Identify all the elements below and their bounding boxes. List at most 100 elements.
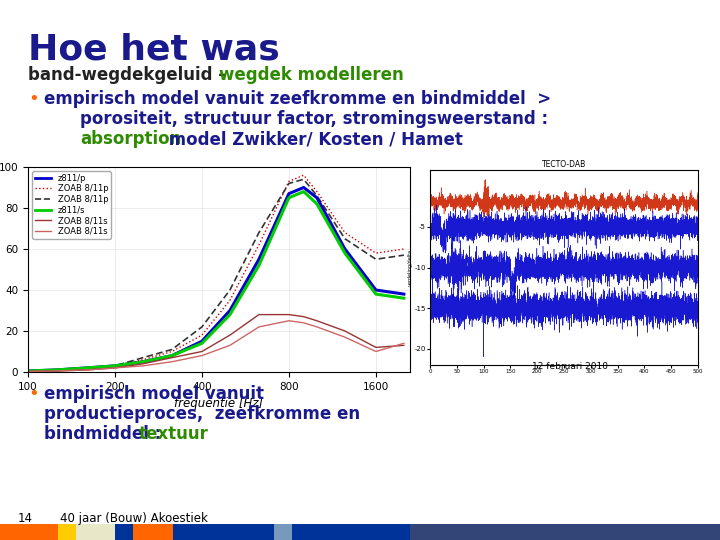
ZOAB 8/11s: [83, 367, 91, 373]
ZOAB 8/11s: [300, 313, 308, 320]
Text: empirisch model vanuit zeefkromme en bindmiddel  >: empirisch model vanuit zeefkromme en bin…: [44, 90, 552, 108]
ZOAB 8/11p: [225, 287, 234, 293]
z811/p: [111, 363, 120, 369]
ZOAB 8/11p: [300, 172, 308, 178]
z811/p: [139, 359, 148, 365]
z811/p: [255, 256, 264, 262]
ZOAB 8/11p: [52, 367, 60, 374]
ZOAB 8/11s: [52, 368, 60, 374]
Text: porositeit, structuur factor, stromingsweerstand :: porositeit, structuur factor, stromingsw…: [80, 110, 548, 128]
ZOAB 8/11p: [168, 348, 176, 355]
ZOAB 8/11s: [225, 342, 234, 349]
z811/s: [225, 312, 234, 318]
ZOAB 8/11p: [341, 235, 349, 242]
z811/p: [24, 368, 32, 374]
z811/p: [300, 184, 308, 191]
Title: TECTO-DAB: TECTO-DAB: [542, 160, 586, 169]
ZOAB 8/11s: [111, 364, 120, 371]
z811/p: [83, 364, 91, 371]
z811/p: [197, 338, 206, 345]
ZOAB 8/11s: [168, 359, 176, 365]
X-axis label: frequentie [Hz]: frequentie [Hz]: [174, 397, 264, 410]
Text: empirisch model vanuit: empirisch model vanuit: [44, 385, 264, 403]
ZOAB 8/11p: [284, 180, 293, 187]
ZOAB 8/11s: [300, 320, 308, 326]
Legend: z811/p, ZOAB 8/11p, ZOAB 8/11p, z811/s, ZOAB 8/11s, ZOAB 8/11s: z811/p, ZOAB 8/11p, ZOAB 8/11p, z811/s, …: [32, 171, 111, 239]
z811/s: [197, 340, 206, 347]
z811/s: [312, 201, 321, 207]
Text: textuur: textuur: [139, 425, 209, 443]
ZOAB 8/11s: [341, 334, 349, 340]
ZOAB 8/11s: [400, 340, 408, 347]
Text: productieproces,  zeefkromme en: productieproces, zeefkromme en: [44, 405, 360, 423]
Text: 40 jaar (Bouw) Akoestiek: 40 jaar (Bouw) Akoestiek: [60, 512, 208, 525]
ZOAB 8/11p: [24, 368, 32, 375]
Line: ZOAB 8/11p: ZOAB 8/11p: [28, 179, 404, 372]
ZOAB 8/11p: [312, 192, 321, 199]
Text: bindmiddel :: bindmiddel :: [44, 425, 167, 443]
ZOAB 8/11p: [372, 256, 380, 262]
Line: ZOAB 8/11s: ZOAB 8/11s: [28, 321, 404, 372]
ZOAB 8/11s: [225, 332, 234, 339]
ZOAB 8/11s: [372, 344, 380, 350]
z811/s: [284, 194, 293, 201]
ZOAB 8/11s: [255, 312, 264, 318]
Y-axis label: verdeling/delta: verdeling/delta: [408, 249, 413, 286]
ZOAB 8/11s: [83, 367, 91, 373]
ZOAB 8/11p: [197, 323, 206, 330]
ZOAB 8/11s: [52, 368, 60, 374]
ZOAB 8/11p: [111, 363, 120, 369]
ZOAB 8/11p: [225, 297, 234, 303]
ZOAB 8/11p: [139, 354, 148, 361]
ZOAB 8/11p: [341, 230, 349, 236]
z811/s: [139, 359, 148, 365]
z811/p: [52, 367, 60, 373]
ZOAB 8/11p: [83, 366, 91, 372]
z811/p: [225, 307, 234, 314]
Line: z811/p: z811/p: [28, 187, 404, 371]
ZOAB 8/11s: [284, 318, 293, 324]
ZOAB 8/11s: [255, 323, 264, 330]
ZOAB 8/11p: [24, 368, 32, 375]
Text: 14: 14: [18, 512, 33, 525]
z811/s: [341, 250, 349, 256]
ZOAB 8/11s: [111, 364, 120, 371]
Text: •: •: [28, 90, 39, 108]
ZOAB 8/11p: [372, 250, 380, 256]
z811/s: [400, 295, 408, 301]
ZOAB 8/11s: [24, 368, 32, 375]
ZOAB 8/11p: [312, 188, 321, 195]
Text: absorption: absorption: [80, 130, 181, 148]
z811/s: [300, 188, 308, 195]
ZOAB 8/11p: [300, 176, 308, 183]
ZOAB 8/11s: [24, 368, 32, 375]
Text: •: •: [28, 385, 39, 403]
ZOAB 8/11s: [312, 318, 321, 324]
z811/s: [372, 291, 380, 298]
ZOAB 8/11s: [372, 348, 380, 355]
z811/s: [83, 364, 91, 371]
z811/p: [341, 246, 349, 252]
ZOAB 8/11p: [284, 178, 293, 185]
ZOAB 8/11s: [168, 354, 176, 361]
ZOAB 8/11p: [197, 332, 206, 339]
ZOAB 8/11p: [400, 246, 408, 252]
ZOAB 8/11s: [139, 361, 148, 367]
ZOAB 8/11p: [83, 366, 91, 372]
z811/p: [372, 287, 380, 293]
ZOAB 8/11s: [341, 328, 349, 334]
ZOAB 8/11p: [255, 242, 264, 248]
z811/s: [168, 353, 176, 359]
ZOAB 8/11p: [255, 230, 264, 236]
ZOAB 8/11s: [139, 363, 148, 369]
z811/p: [312, 194, 321, 201]
ZOAB 8/11s: [197, 353, 206, 359]
z811/s: [255, 262, 264, 268]
ZOAB 8/11p: [111, 363, 120, 369]
Line: ZOAB 8/11p: ZOAB 8/11p: [28, 175, 404, 372]
ZOAB 8/11s: [197, 348, 206, 355]
Text: band-wegdekgeluid –: band-wegdekgeluid –: [28, 66, 233, 84]
Text: wegdek modelleren: wegdek modelleren: [219, 66, 404, 84]
z811/s: [24, 368, 32, 374]
z811/s: [52, 367, 60, 373]
